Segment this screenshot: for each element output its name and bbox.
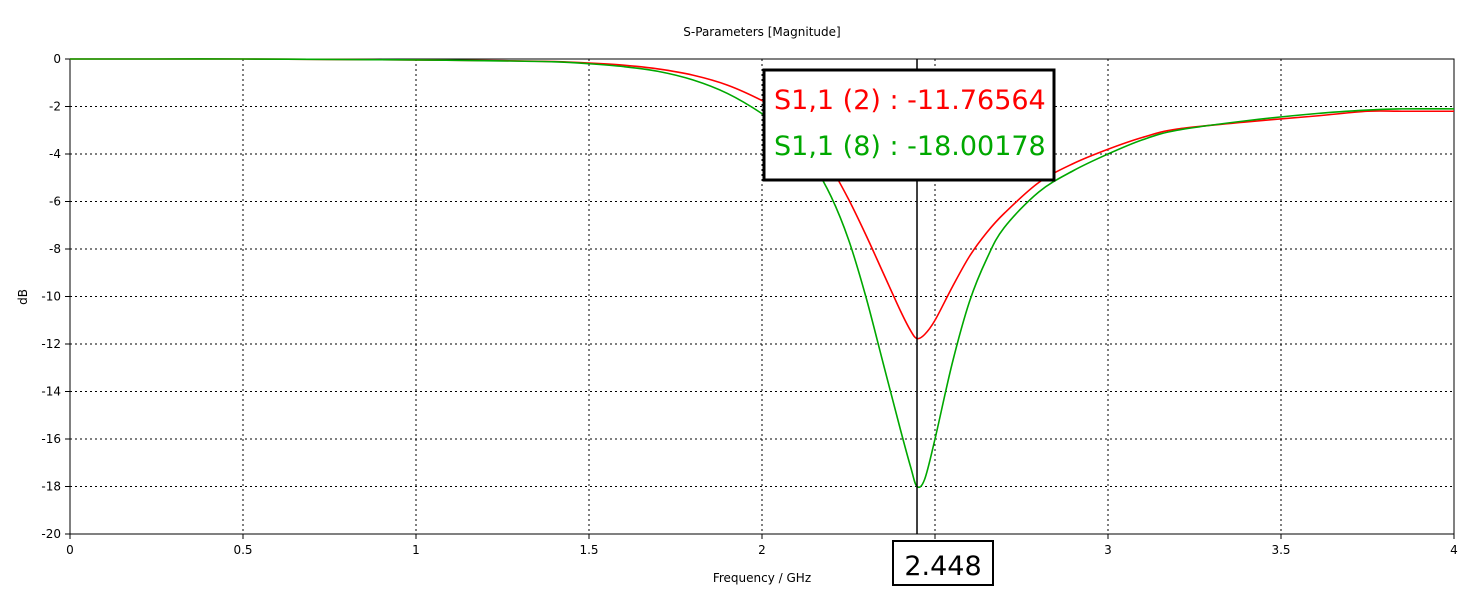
- x-axis-label: Frequency / GHz: [713, 571, 811, 585]
- y-tick-label: -8: [49, 242, 61, 256]
- y-tick-label: -14: [41, 385, 61, 399]
- y-axis-ticks: 0 -2 -4 -6 -8 -10 -12 -14 -16 -18 -20: [41, 52, 70, 541]
- y-tick-label: -10: [41, 290, 61, 304]
- marker-readout-frame: [762, 68, 1056, 182]
- series-line-2: [70, 58, 1455, 489]
- y-tick-label: -18: [41, 480, 61, 494]
- x-tick-label: 3: [1104, 543, 1112, 557]
- y-tick-label: -16: [41, 432, 61, 446]
- x-tick-label: 0.5: [233, 543, 252, 557]
- x-tick-label: 4: [1450, 543, 1458, 557]
- y-tick-label: -12: [41, 337, 61, 351]
- x-tick-label: 1: [412, 543, 420, 557]
- marker-readout-series-8: S1,1 (8) : -18.00178: [774, 131, 1046, 162]
- x-tick-label: 2: [758, 543, 766, 557]
- marker-x-label-text: 2.448: [904, 551, 981, 582]
- y-tick-label: -4: [49, 147, 61, 161]
- x-tick-label: 3.5: [1271, 543, 1290, 557]
- x-axis-ticks: 00.511.522.533.54: [66, 534, 1458, 557]
- chart-title: S-Parameters [Magnitude]: [683, 25, 840, 39]
- marker-x-label[interactable]: 2.448: [892, 540, 994, 586]
- marker-x-label-frame: [892, 540, 994, 586]
- x-tick-label: 0: [66, 543, 74, 557]
- y-tick-label: -2: [49, 100, 61, 114]
- y-tick-label: -20: [41, 527, 61, 541]
- x-tick-label: 1.5: [579, 543, 598, 557]
- series-lines: [70, 58, 1455, 489]
- y-tick-label: 0: [53, 52, 61, 66]
- marker-readout-box: S1,1 (2) : -11.76564 S1,1 (8) : -18.0017…: [762, 68, 1056, 182]
- y-tick-label: -6: [49, 195, 61, 209]
- marker-readout-series-2: S1,1 (2) : -11.76564: [774, 85, 1046, 116]
- grid-lines: [70, 59, 1454, 534]
- y-axis-label: dB: [16, 289, 30, 305]
